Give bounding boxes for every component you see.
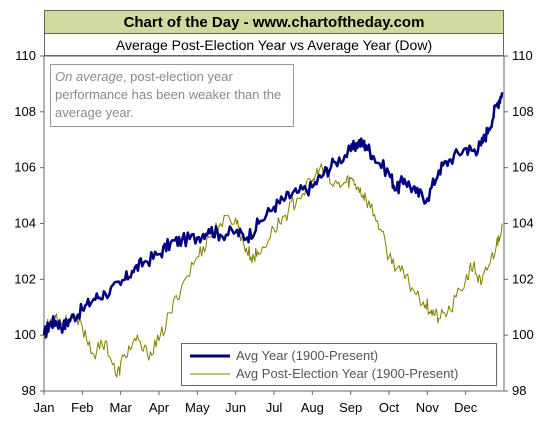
chart-header: Chart of the Day - www.chartoftheday.com (44, 10, 504, 34)
y-tick-label-right: 98 (512, 383, 526, 398)
y-tick-label-right: 106 (512, 160, 534, 175)
series-line-avg-year (42, 92, 504, 339)
x-tick-label: Aug (301, 400, 324, 415)
y-tick-label-left: 98 (22, 383, 36, 398)
x-axis: Jan Feb Mar Apr May Jun Jul Aug Sep Oct Nov Dec (34, 391, 478, 415)
chart-header-title: Chart of the Day - www.chartoftheday.com (123, 13, 425, 31)
legend-label-post-election: Avg Post-Election Year (1900-Present) (236, 366, 459, 381)
y-tick-label-left: 100 (14, 327, 36, 342)
y-tick-label-left: 110 (15, 48, 36, 63)
x-tick-label: Feb (71, 400, 93, 415)
y-tick-label-right: 102 (512, 271, 534, 286)
legend-item-avg-year: Avg Year (1900-Present) (190, 348, 378, 363)
legend-swatch-post-election (190, 373, 230, 374)
y-tick-label-left: 106 (14, 160, 36, 175)
series-line-post-election (43, 163, 503, 378)
x-tick-label: Jun (225, 400, 246, 415)
x-tick-label: May (185, 400, 210, 415)
x-tick-label: Mar (109, 400, 132, 415)
y-axis-left: 98 100 102 104 106 108 110 (14, 48, 44, 398)
legend-label-avg-year: Avg Year (1900-Present) (236, 348, 379, 363)
chart-title: Average Post-Election Year vs Average Ye… (44, 34, 504, 56)
y-tick-label-right: 108 (512, 104, 534, 119)
x-tick-label: Apr (149, 400, 170, 415)
legend-item-post-election: Avg Post-Election Year (1900-Present) (190, 366, 458, 381)
y-axis-right: 98 100 102 104 106 108 110 (504, 48, 534, 398)
x-tick-label: Oct (379, 400, 400, 415)
y-tick-label-right: 100 (512, 327, 534, 342)
x-tick-label: Sep (339, 400, 362, 415)
annotation-italic: On average (55, 69, 123, 84)
x-tick-label: Jul (266, 400, 283, 415)
x-tick-label: Nov (416, 400, 440, 415)
y-tick-label-right: 110 (512, 48, 533, 63)
y-tick-label-left: 104 (14, 216, 36, 231)
chart-title-text: Average Post-Election Year vs Average Ye… (115, 36, 433, 53)
annotation-box: On average, post-election year performan… (50, 64, 294, 127)
x-tick-label: Dec (454, 400, 478, 415)
annotation-text: , post-election year performance has bee… (55, 69, 282, 120)
x-tick-label: Jan (34, 400, 55, 415)
legend-swatch-avg-year (190, 354, 230, 357)
y-tick-label-left: 108 (14, 104, 36, 119)
y-tick-label-left: 102 (14, 271, 36, 286)
series-layer (42, 92, 504, 378)
legend: Avg Year (1900-Present) Avg Post-Electio… (181, 343, 497, 386)
y-tick-label-right: 104 (512, 216, 534, 231)
